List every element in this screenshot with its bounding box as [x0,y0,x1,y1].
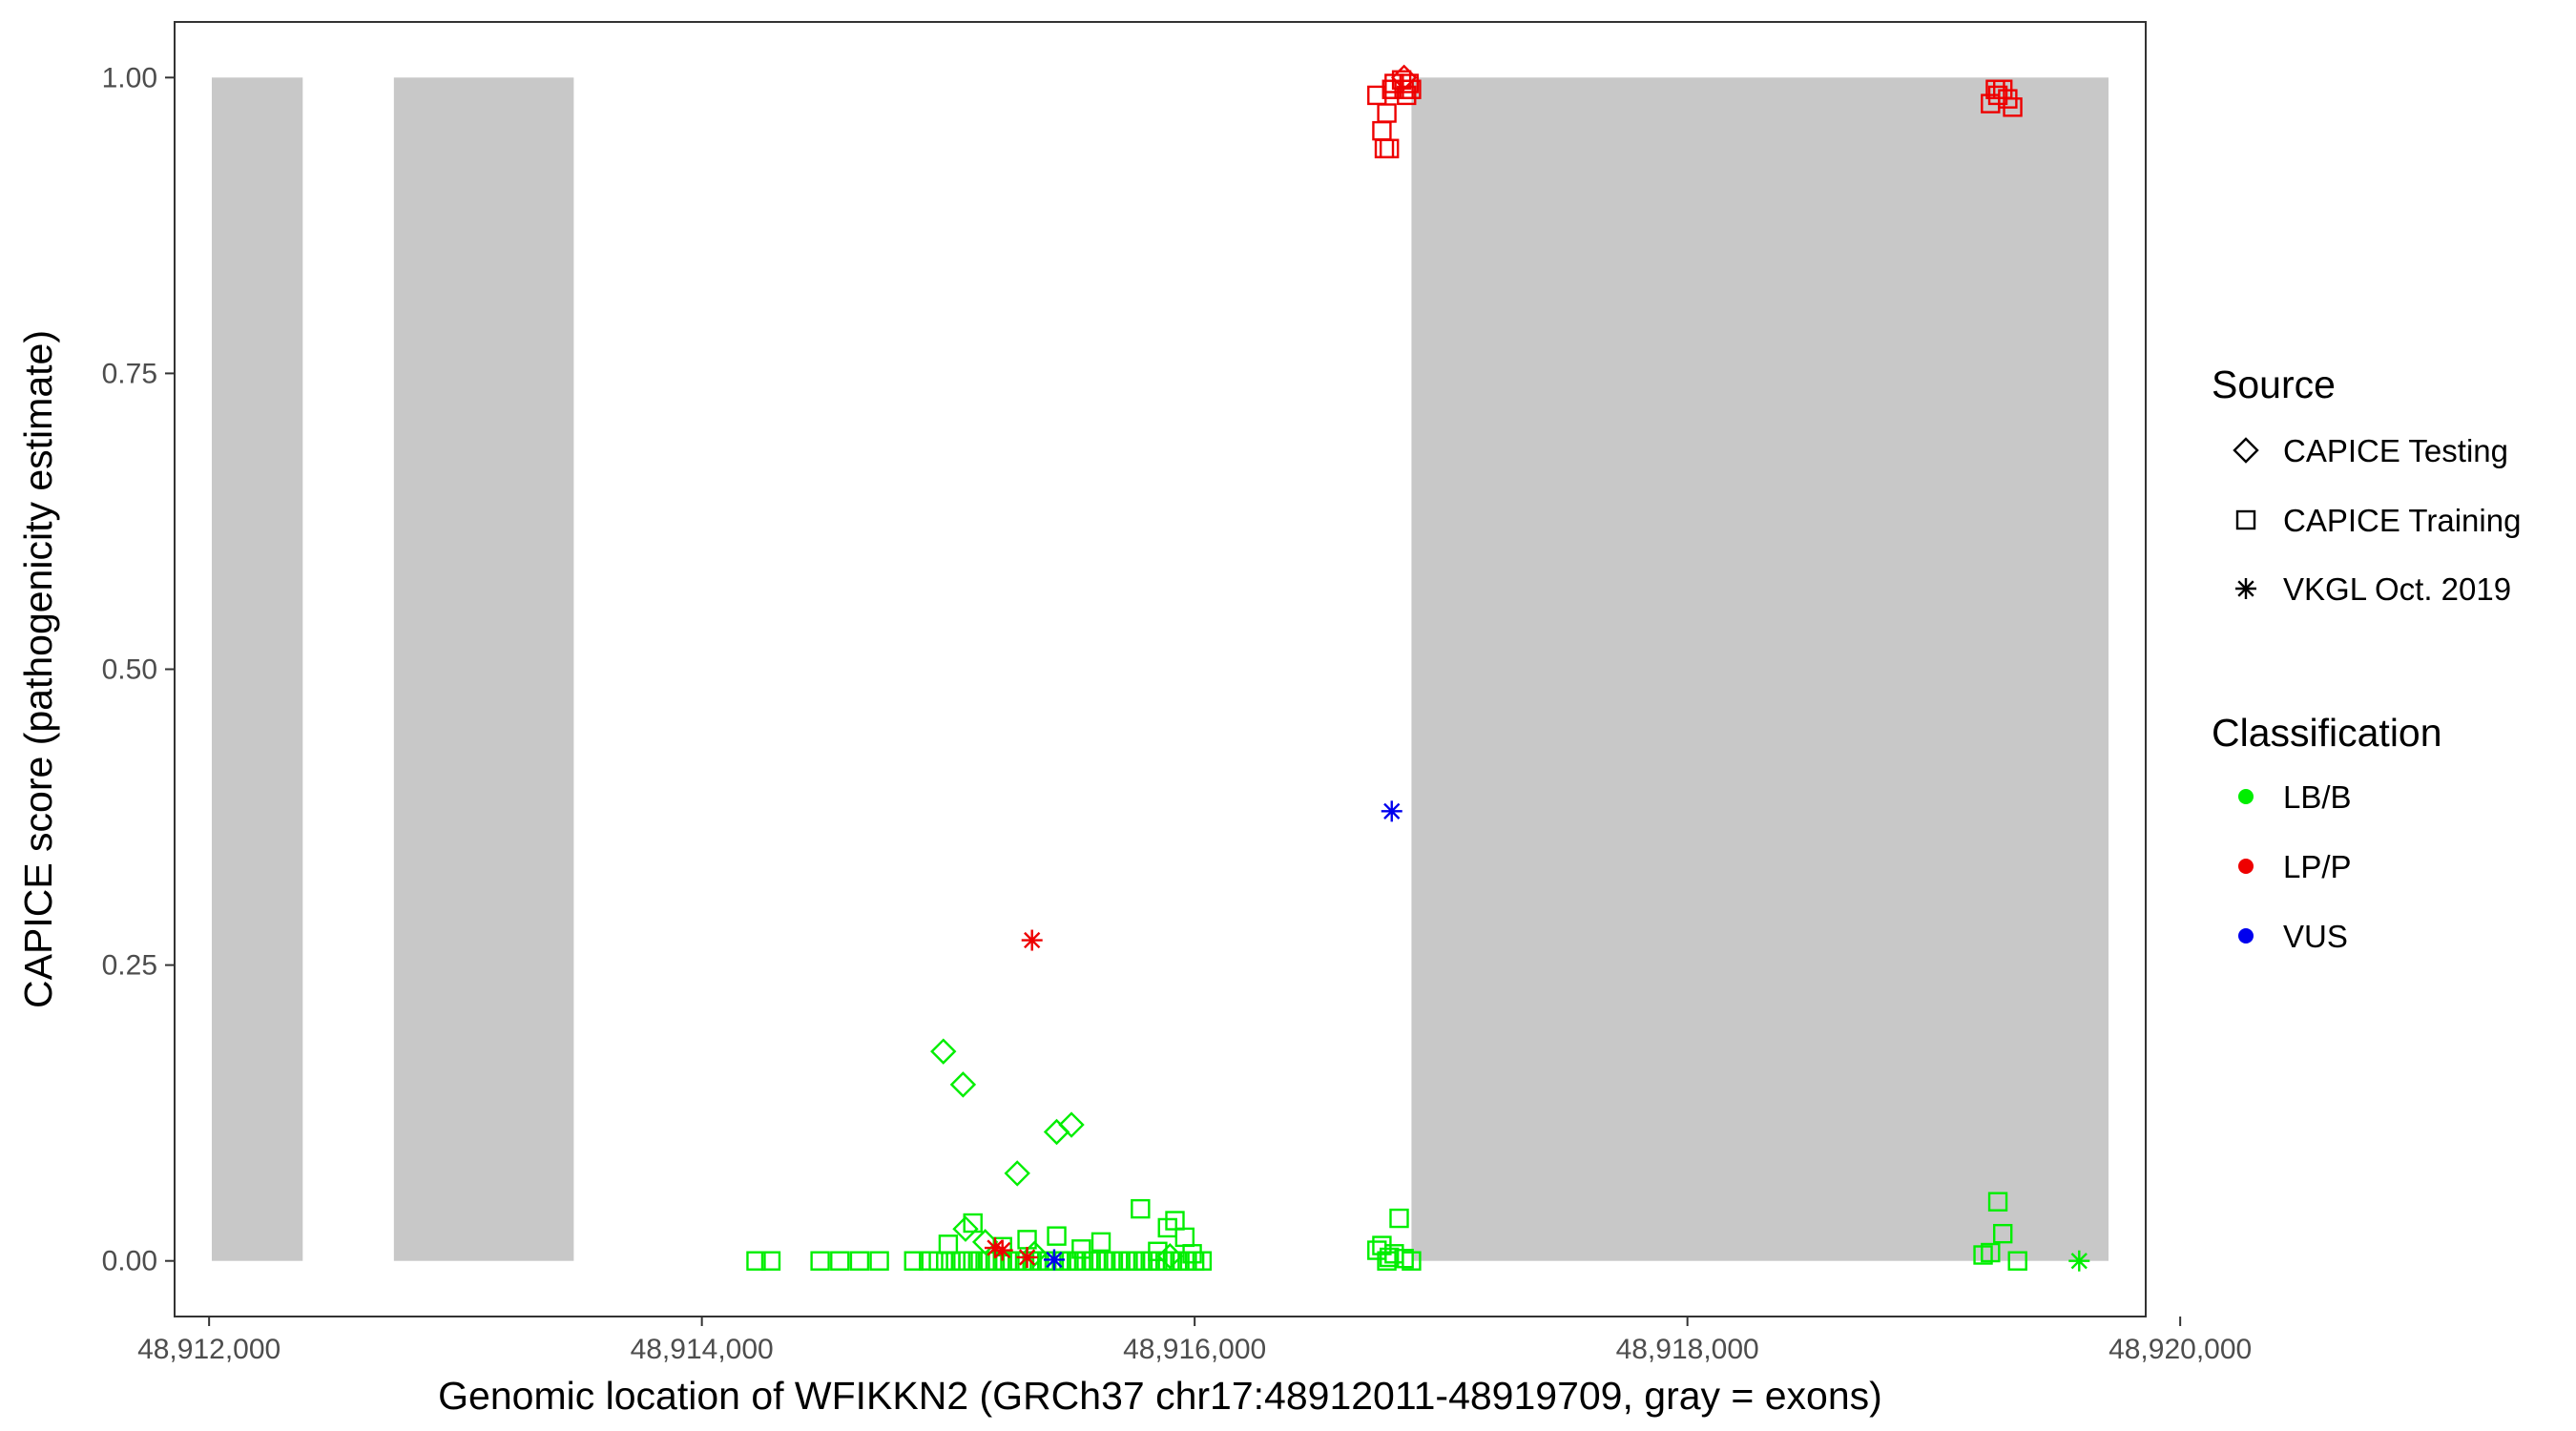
y-tick-label: 0.25 [102,950,157,982]
data-point [1973,1245,1993,1265]
data-point [904,1251,924,1271]
legend-key-square [2235,509,2256,530]
exon-layer [211,77,2109,1261]
data-point [1981,1242,2001,1263]
x-tick-label: 48,916,000 [1123,1334,1266,1365]
data-point [2003,97,2023,117]
y-axis-title: CAPICE score (pathogenicity estimate) [16,330,60,1008]
legend-keys [2233,437,2259,944]
asterisk-stroke [1024,931,1041,949]
legend-source: Source CAPICE Testing CAPICE Training VK… [2212,363,2521,607]
data-point [1985,79,2005,99]
legend-classification-title: Classification [2212,711,2442,755]
data-point [1987,1192,2008,1212]
data-point [1390,64,1418,91]
legend-source-title: Source [2212,363,2336,406]
asterisk-stroke [2070,1253,2088,1270]
asterisk-stroke [987,1239,1004,1256]
data-point [1047,1226,1067,1246]
data-point [952,1215,979,1242]
legend-label-vus: VUS [2283,919,2348,954]
x-axis-title: Genomic location of WFIKKN2 (GRCh37 chr1… [438,1374,1882,1418]
data-point [1021,929,1043,951]
x-tick-label: 48,914,000 [631,1334,774,1365]
x-tick-label: 48,920,000 [2109,1334,2252,1365]
data-point [760,1251,781,1271]
data-point [1993,1223,2013,1244]
data-point [869,1251,889,1271]
legend-key-dot [2238,928,2254,944]
data-point [1379,1247,1400,1268]
data-point [1091,1232,1111,1253]
legend-label-capice-training: CAPICE Training [2283,503,2521,538]
legend-key-asterisk [2235,578,2256,599]
data-point [1367,85,1387,106]
data-point [810,1251,830,1271]
y-tick-label: 1.00 [102,62,157,93]
data-point [1381,79,1402,99]
axis-layer: 48,912,000 48,914,000 48,916,000 48,918,000… [102,62,2253,1365]
data-point [1165,1211,1185,1231]
x-tick-label: 48,912,000 [137,1334,280,1365]
legend-label-capice-testing: CAPICE Testing [2283,433,2508,468]
data-point [849,1251,870,1271]
asterisk-stroke [2237,580,2254,597]
data-point [938,1234,959,1255]
legend-key-dot [2238,859,2254,874]
data-point [991,1239,1013,1261]
data-point [1987,85,2008,106]
exon-rect [393,77,574,1261]
data-point [963,1213,983,1234]
data-point [1377,1251,1397,1271]
legend-label-vkgl: VKGL Oct. 2019 [2283,571,2511,607]
data-point [930,1038,957,1065]
exon-rect [1411,77,2109,1261]
y-tick-label: 0.00 [102,1246,157,1277]
data-point [2068,1250,2090,1272]
data-point [1377,103,1397,123]
data-point [2007,1251,2027,1271]
asterisk-stroke [994,1241,1011,1259]
x-tick-label: 48,918,000 [1616,1334,1759,1365]
data-point [1379,138,1400,158]
y-tick-label: 0.50 [102,654,157,686]
y-tick-label: 0.75 [102,358,157,389]
point-layer [746,64,2090,1272]
data-point [1381,800,1402,822]
data-point [1148,1241,1168,1261]
data-point [1071,1239,1091,1259]
data-point [1043,1249,1065,1271]
legend-label-lp-p: LP/P [2283,849,2352,884]
data-point [1182,1244,1202,1264]
data-point [1016,1246,1038,1268]
data-point [1004,1160,1030,1187]
asterisk-stroke [1018,1249,1036,1266]
data-point [1389,1208,1409,1229]
legend-key-diamond [2233,437,2259,464]
data-point [1402,1251,1422,1271]
legend-key-dot [2238,789,2254,804]
data-point [830,1251,850,1271]
data-point [746,1251,766,1271]
data-point [1192,1251,1213,1271]
legend-label-lb-b: LB/B [2283,779,2352,815]
asterisk-stroke [1383,802,1401,819]
exon-rect [211,77,303,1261]
data-point [1131,1198,1151,1219]
legend-classification: Classification LB/B LP/P VUS [2212,711,2442,954]
asterisk-stroke [1046,1251,1063,1269]
data-point [949,1071,977,1098]
data-point [1058,1111,1085,1138]
